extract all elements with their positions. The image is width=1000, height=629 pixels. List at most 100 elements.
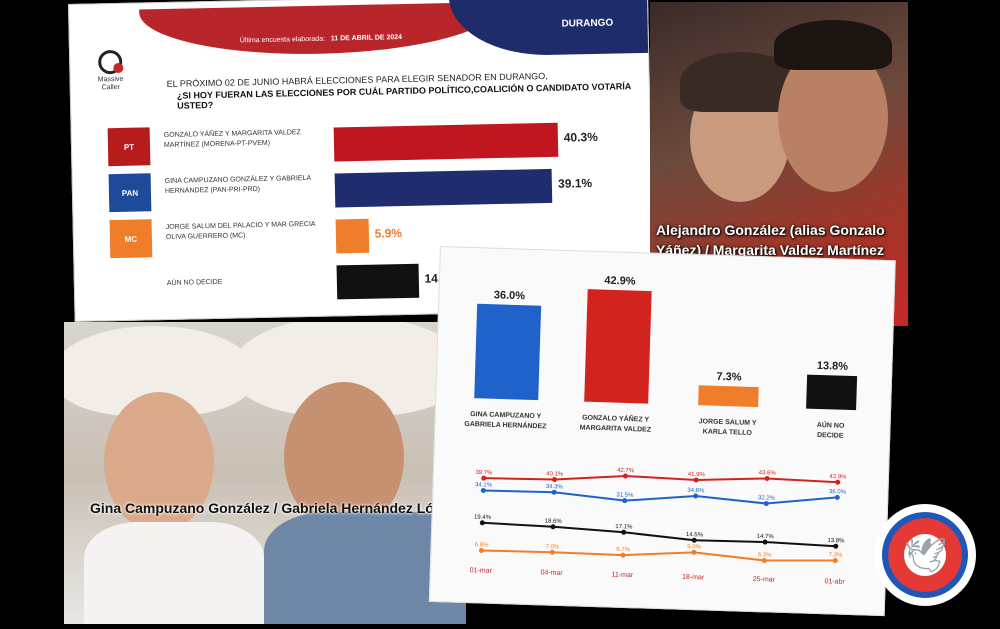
trend-point [761, 557, 767, 563]
poll-row-label: AÚN NO DECIDE [166, 278, 223, 287]
poll-bar [333, 122, 559, 162]
trend-point-label: 6.8% [475, 542, 490, 548]
trend-point-label: 42.9% [829, 474, 847, 481]
trend-point [549, 549, 555, 555]
poll-row-label: JORGE SALUM DEL PALACIO Y MAR GRECIA OLI… [165, 220, 316, 241]
poll-row: PT GONZALO YÁÑEZ Y MARGARITA VALDEZ MART… [107, 117, 639, 170]
bar-category-label: GINA CAMPUZANO Y [470, 411, 542, 420]
trend-point-label: 7.0% [545, 544, 560, 550]
second-poll-card: 36.0% GINA CAMPUZANO Y GABRIELA HERNÁNDEZ 4… [428, 246, 896, 617]
bar-category-label: MARGARITA VALDEZ [580, 424, 652, 433]
poll-bar [334, 168, 553, 208]
bar-1 [584, 289, 652, 404]
bar-2 [698, 385, 759, 408]
photo2-caption: Gina Campuzano González / Gabriela Herná… [90, 500, 458, 516]
trend-point [550, 524, 556, 530]
trend-point [481, 475, 487, 481]
trend-point [478, 547, 484, 553]
massive-caller-logo: Massive Caller [90, 49, 131, 93]
trend-point [620, 552, 626, 558]
brand-ring-icon [882, 512, 968, 598]
trend-point-label: 13.8% [827, 538, 845, 545]
man-hair [774, 20, 892, 70]
trend-line-1 [483, 489, 838, 505]
trend-point-label: 34.3% [546, 484, 564, 491]
trend-point [691, 537, 697, 543]
trend-point-label: 34.1% [475, 482, 493, 489]
trend-line-2 [482, 521, 836, 548]
bar-0 [474, 303, 542, 401]
trend-point [551, 489, 557, 495]
header-banner-blue [448, 0, 655, 58]
poll-value: 40.3% [563, 129, 598, 145]
trend-point-label: 31.5% [616, 492, 634, 499]
trend-point-label: 19.4% [474, 515, 492, 522]
trend-point [552, 476, 558, 482]
trend-line-0 [483, 474, 838, 484]
woman-left-face [104, 392, 214, 532]
trend-point [835, 479, 841, 485]
logo-text: Massive Caller [97, 75, 124, 92]
corner-brand-logo: 🕊 [874, 504, 976, 606]
poll-bar [335, 218, 370, 254]
x-tick-label: 18-mar [682, 574, 705, 582]
photo1-caption-text: Alejandro González (alias Gonzalo Yáñez)… [656, 222, 885, 258]
dove-icon: 🕊 [904, 537, 948, 575]
poll-bar [336, 263, 419, 300]
massive-caller-logo-icon [97, 49, 123, 75]
candidates-photo-morena [650, 2, 908, 326]
bar-category-label: GABRIELA HERNÁNDEZ [464, 419, 547, 431]
white-shirt [84, 522, 264, 624]
trend-point [693, 493, 699, 499]
trend-point [764, 475, 770, 481]
x-tick-label: 01-mar [470, 567, 493, 575]
woman-right-face [284, 382, 404, 532]
trend-point-label: 17.1% [615, 524, 633, 531]
trend-point [622, 473, 628, 479]
morena-pt-pvem-logo-icon: PT [107, 127, 151, 167]
trend-point-label: 6.7% [616, 547, 631, 553]
trend-point [833, 543, 839, 549]
poll-row-label: GONZALO YÁÑEZ Y MARGARITA VALDEZ MARTÍNE… [163, 129, 301, 150]
trend-point [622, 498, 628, 504]
trend-point [480, 487, 486, 493]
trend-point-label: 39.7% [475, 470, 493, 477]
x-tick-label: 25-mar [753, 576, 776, 584]
trend-point-label: 42.7% [617, 468, 635, 475]
trend-point-label: 36.0% [829, 489, 847, 496]
trend-line-3 [481, 549, 836, 562]
pan-pri-prd-logo-icon: PAN [108, 173, 152, 213]
x-tick-label: 01-abr [824, 578, 845, 586]
mc-logo-icon: MC [109, 219, 153, 259]
bar-value-label: 36.0% [494, 289, 526, 302]
trend-point-label: 14.7% [757, 534, 775, 541]
trend-point-label: 18.6% [545, 519, 563, 526]
trend-point [479, 520, 485, 526]
trend-point [691, 549, 697, 555]
trend-point [763, 501, 769, 507]
trend-point-label: 34.6% [687, 488, 705, 495]
bar-category-label: KARLA TELLO [703, 428, 753, 437]
bar-3 [806, 374, 858, 411]
bar-value-label: 42.9% [604, 275, 636, 288]
trend-point-label: 40.1% [546, 471, 564, 478]
bar-category-label: DECIDE [817, 432, 844, 440]
bar-category-label: AÚN NO [817, 420, 845, 430]
trend-point-label: 6.3% [758, 552, 773, 558]
poll-value: 5.9% [374, 226, 403, 241]
trend-point-label: 41.9% [688, 472, 706, 479]
trend-point [834, 494, 840, 500]
trend-point [832, 558, 838, 564]
trend-point-label: 7.3% [829, 552, 844, 558]
bar-category-label: JORGE SALUM Y [699, 418, 757, 427]
trend-point [693, 477, 699, 483]
trend-point-label: 9.0% [687, 544, 702, 550]
x-tick-label: 11-mar [611, 572, 634, 580]
poll-value: 39.1% [557, 176, 593, 191]
bar-value-label: 7.3% [716, 371, 742, 384]
survey-date: 11 DE ABRIL DE 2024 [330, 34, 403, 43]
trend-point [621, 529, 627, 535]
x-tick-label: 04-mar [540, 569, 563, 577]
candidates-photo-coalition [64, 322, 466, 624]
